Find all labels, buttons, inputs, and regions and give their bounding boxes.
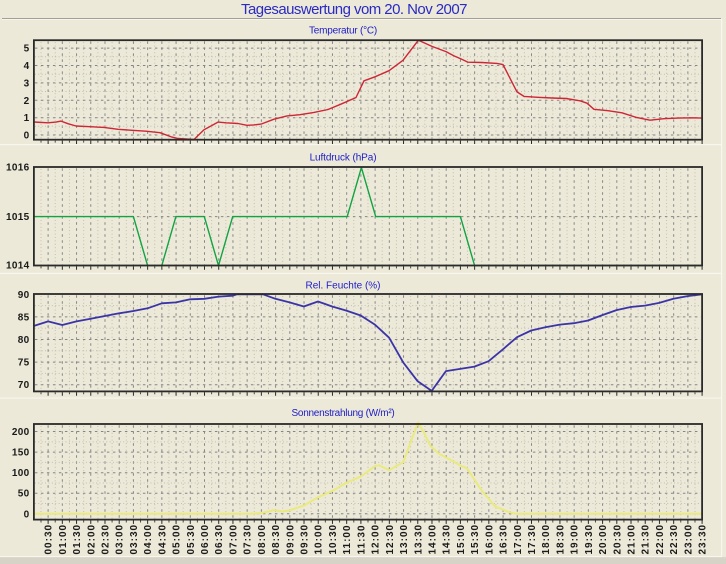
svg-text:10:30: 10:30 — [328, 524, 339, 555]
svg-text:Temperatur (°C): Temperatur (°C) — [309, 26, 377, 37]
svg-text:1: 1 — [24, 113, 30, 124]
svg-text:70: 70 — [18, 380, 30, 391]
svg-text:21:30: 21:30 — [641, 524, 652, 555]
svg-text:75: 75 — [18, 358, 30, 369]
svg-text:07:00: 07:00 — [228, 524, 239, 555]
svg-text:12:30: 12:30 — [385, 524, 396, 555]
svg-text:0: 0 — [24, 509, 30, 520]
svg-text:50: 50 — [18, 489, 30, 500]
svg-text:2: 2 — [24, 96, 30, 107]
svg-text:1016: 1016 — [6, 163, 30, 174]
svg-text:90: 90 — [18, 290, 30, 301]
svg-text:01:00: 01:00 — [58, 524, 69, 555]
svg-text:150: 150 — [12, 448, 30, 459]
svg-text:11:30: 11:30 — [356, 524, 367, 554]
svg-text:15:30: 15:30 — [470, 524, 481, 555]
svg-text:17:30: 17:30 — [527, 524, 538, 555]
svg-text:3: 3 — [24, 78, 30, 89]
svg-text:10:00: 10:00 — [314, 524, 325, 555]
svg-text:08:00: 08:00 — [257, 524, 268, 555]
svg-text:12:00: 12:00 — [371, 524, 382, 555]
svg-text:21:00: 21:00 — [627, 524, 638, 555]
svg-text:18:00: 18:00 — [541, 524, 552, 555]
svg-text:14:30: 14:30 — [442, 524, 453, 555]
svg-text:05:00: 05:00 — [172, 524, 183, 555]
svg-text:1015: 1015 — [6, 212, 30, 223]
svg-text:0: 0 — [24, 131, 30, 142]
svg-text:08:30: 08:30 — [271, 524, 282, 555]
svg-text:23:00: 23:00 — [683, 524, 694, 555]
svg-text:Sonnenstrahlung (W/m²): Sonnenstrahlung (W/m²) — [292, 408, 395, 419]
svg-text:09:00: 09:00 — [285, 524, 296, 555]
svg-text:22:00: 22:00 — [655, 524, 666, 555]
svg-text:1014: 1014 — [6, 261, 30, 272]
svg-text:Luftdruck (hPa): Luftdruck (hPa) — [310, 153, 377, 164]
svg-text:23:30: 23:30 — [698, 524, 709, 555]
svg-text:04:30: 04:30 — [157, 524, 168, 555]
svg-text:16:30: 16:30 — [499, 524, 510, 555]
svg-text:20:30: 20:30 — [612, 524, 623, 555]
svg-text:80: 80 — [18, 335, 30, 346]
svg-text:06:30: 06:30 — [214, 524, 225, 555]
svg-text:09:30: 09:30 — [300, 524, 311, 555]
svg-text:06:00: 06:00 — [200, 524, 211, 555]
svg-text:18:30: 18:30 — [555, 524, 566, 555]
svg-text:19:00: 19:00 — [570, 524, 581, 555]
svg-text:07:30: 07:30 — [243, 524, 254, 555]
svg-text:19:30: 19:30 — [584, 524, 595, 555]
svg-text:15:00: 15:00 — [456, 524, 467, 555]
svg-text:4: 4 — [24, 61, 30, 72]
svg-text:Rel. Feuchte (%): Rel. Feuchte (%) — [305, 281, 380, 292]
svg-text:20:00: 20:00 — [598, 524, 609, 555]
svg-text:02:00: 02:00 — [86, 524, 97, 555]
svg-text:17:00: 17:00 — [513, 524, 524, 555]
svg-text:05:30: 05:30 — [186, 524, 197, 555]
svg-text:13:30: 13:30 — [413, 524, 424, 555]
svg-text:03:00: 03:00 — [115, 524, 126, 555]
svg-text:03:30: 03:30 — [129, 524, 140, 555]
svg-text:5: 5 — [24, 44, 30, 55]
svg-text:22:30: 22:30 — [669, 524, 680, 555]
svg-text:85: 85 — [18, 312, 30, 323]
svg-text:00:30: 00:30 — [44, 524, 55, 555]
svg-text:16:00: 16:00 — [484, 524, 495, 555]
svg-text:100: 100 — [12, 468, 30, 479]
svg-text:04:00: 04:00 — [143, 524, 154, 555]
svg-text:14:00: 14:00 — [427, 524, 438, 555]
svg-text:13:00: 13:00 — [399, 524, 410, 555]
svg-text:11:00: 11:00 — [342, 524, 353, 554]
svg-text:02:30: 02:30 — [100, 524, 111, 555]
svg-text:Tagesauswertung vom 20. Nov 20: Tagesauswertung vom 20. Nov 2007 — [241, 1, 467, 18]
svg-text:01:30: 01:30 — [72, 524, 83, 555]
svg-text:200: 200 — [12, 427, 30, 438]
